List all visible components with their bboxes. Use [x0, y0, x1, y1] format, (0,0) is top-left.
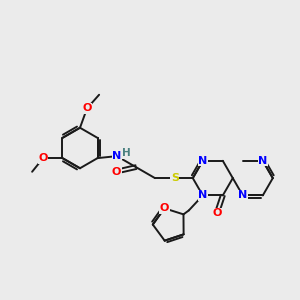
Text: O: O [160, 203, 169, 213]
Text: H: H [122, 148, 130, 158]
Text: S: S [171, 173, 179, 183]
Text: O: O [212, 208, 221, 218]
Text: O: O [112, 167, 121, 176]
Text: O: O [38, 153, 48, 163]
Text: N: N [238, 190, 248, 200]
Text: O: O [82, 103, 92, 113]
Text: N: N [198, 156, 207, 166]
Text: N: N [198, 190, 207, 200]
Text: N: N [258, 156, 267, 166]
Text: N: N [112, 151, 122, 161]
